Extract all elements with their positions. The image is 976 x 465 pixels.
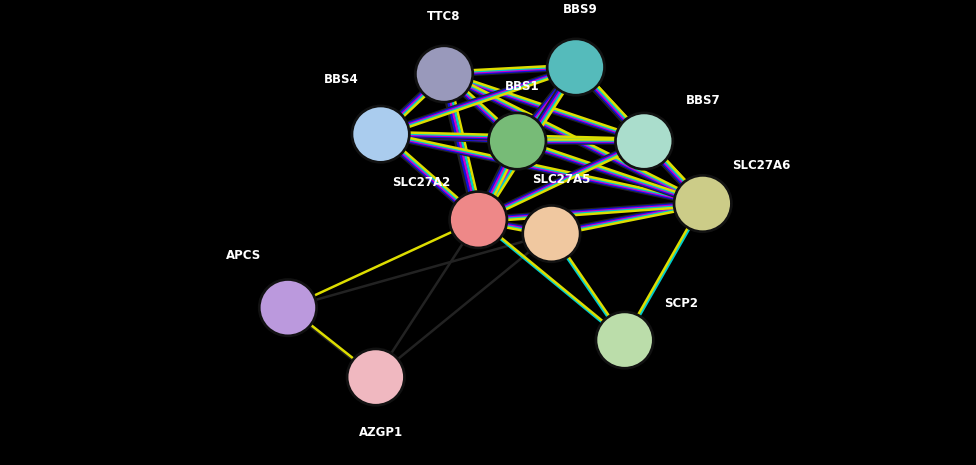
Text: BBS1: BBS1: [505, 80, 540, 93]
Ellipse shape: [348, 350, 403, 404]
Text: BBS4: BBS4: [324, 73, 359, 86]
Text: BBS9: BBS9: [563, 3, 598, 16]
Text: SLC27A5: SLC27A5: [532, 173, 590, 186]
Text: TTC8: TTC8: [427, 10, 461, 23]
Text: AZGP1: AZGP1: [358, 426, 403, 439]
Ellipse shape: [417, 47, 471, 101]
Ellipse shape: [414, 45, 474, 104]
Text: SCP2: SCP2: [665, 297, 698, 310]
Ellipse shape: [258, 278, 318, 337]
Ellipse shape: [597, 313, 652, 367]
Ellipse shape: [350, 105, 411, 164]
Ellipse shape: [490, 114, 545, 168]
Ellipse shape: [448, 190, 508, 249]
Ellipse shape: [594, 311, 655, 370]
Ellipse shape: [549, 40, 603, 94]
Ellipse shape: [451, 193, 506, 246]
Text: APCS: APCS: [226, 249, 262, 262]
Ellipse shape: [346, 347, 406, 406]
Text: BBS7: BBS7: [685, 94, 720, 107]
Ellipse shape: [261, 281, 315, 334]
Ellipse shape: [353, 107, 408, 161]
Ellipse shape: [675, 177, 730, 230]
Ellipse shape: [487, 112, 548, 171]
Ellipse shape: [617, 114, 671, 168]
Ellipse shape: [524, 207, 579, 260]
Ellipse shape: [521, 204, 582, 263]
Text: SLC27A2: SLC27A2: [392, 176, 451, 189]
Ellipse shape: [614, 112, 674, 171]
Ellipse shape: [672, 174, 733, 233]
Text: SLC27A6: SLC27A6: [732, 159, 791, 172]
Ellipse shape: [546, 38, 606, 97]
